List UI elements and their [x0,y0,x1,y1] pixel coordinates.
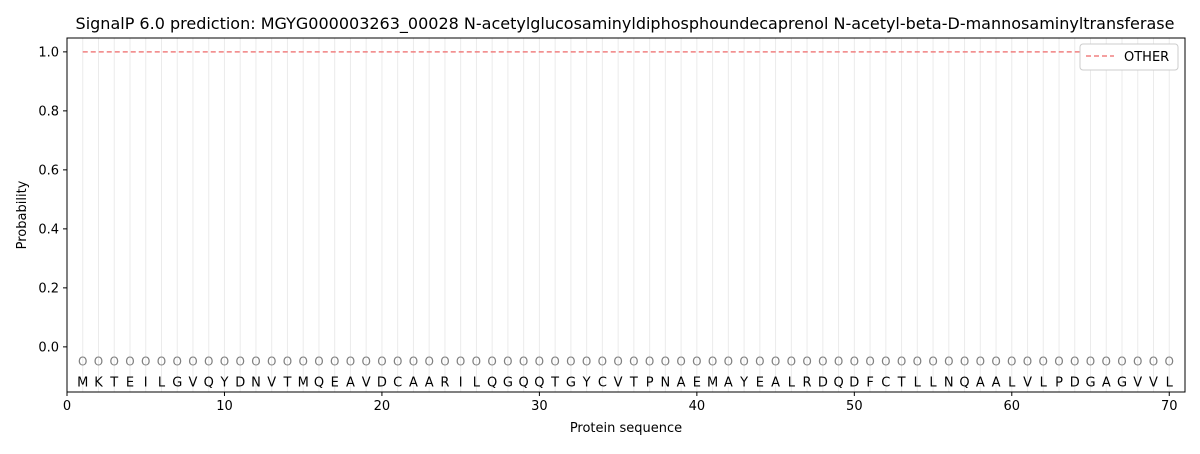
region-label: O [204,355,213,369]
region-label: O [850,355,859,369]
chart-title: SignalP 6.0 prediction: MGYG000003263_00… [76,14,1175,34]
x-tick-label: 0 [63,399,71,414]
region-label: O [708,355,717,369]
region-label: O [661,355,670,369]
region-label: O [361,355,370,369]
region-label: O [944,355,953,369]
region-label: O [267,355,276,369]
region-label: O [976,355,985,369]
region-label: O [188,355,197,369]
region-label: O [802,355,811,369]
region-label: O [913,355,922,369]
region-label: O [771,355,780,369]
region-label: O [550,355,559,369]
region-label: O [755,355,764,369]
plot-frame [66,37,1186,393]
y-tick-label: 0.6 [38,163,59,178]
x-tick-label: 60 [1004,399,1021,414]
region-label: O [629,355,638,369]
y-tick-label: 0.8 [38,104,59,119]
region-label: O [440,355,449,369]
x-tick-label: 70 [1161,399,1178,414]
region-label: O [424,355,433,369]
region-label: O [897,355,906,369]
region-label: O [739,355,748,369]
region-label: O [535,355,544,369]
region-label: O [613,355,622,369]
region-label: O [692,355,701,369]
region-label: O [787,355,796,369]
x-tick-label: 30 [531,399,548,414]
region-label: O [157,355,166,369]
region-label: O [141,355,150,369]
region-label: O [377,355,386,369]
region-label: O [519,355,528,369]
region-label: O [598,355,607,369]
region-label: O [834,355,843,369]
region-label: O [283,355,292,369]
legend: OTHER [1079,43,1179,71]
region-label: O [503,355,512,369]
region-label: O [235,355,244,369]
x-tick-label: 20 [374,399,391,414]
y-tick-label: 1.0 [38,45,59,60]
y-tick-label: 0.4 [38,222,59,237]
region-label: O [409,355,418,369]
region-label: O [928,355,937,369]
region-label: O [960,355,969,369]
region-label: O [1117,355,1126,369]
region-label: O [1086,355,1095,369]
residue-sequence: MKTEILGVQYDNVTMQEAVDCAARILQGQQTGYCVTPNAE… [77,375,1173,390]
region-label: O [1023,355,1032,369]
region-label: O [94,355,103,369]
region-label: O [881,355,890,369]
region-label: O [393,355,402,369]
region-label: O [1054,355,1063,369]
region-label: O [1070,355,1079,369]
region-label: O [346,355,355,369]
region-label: O [818,355,827,369]
region-label: O [456,355,465,369]
region-label: O [582,355,591,369]
y-axis-label: Probability [15,180,30,249]
region-label: O [566,355,575,369]
y-tick-label: 0.2 [38,281,59,296]
region-label: O [251,355,260,369]
region-label: O [330,355,339,369]
region-label: O [1133,355,1142,369]
x-tick-label: 40 [689,399,706,414]
region-label: O [991,355,1000,369]
region-label: O [298,355,307,369]
region-label: O [314,355,323,369]
region-label: O [1039,355,1048,369]
y-tick-label: 0.0 [38,340,59,355]
region-label: O [645,355,654,369]
region-label: O [78,355,87,369]
region-label: O [220,355,229,369]
region-label: O [172,355,181,369]
x-tick-label: 50 [846,399,863,414]
region-label: O [1007,355,1016,369]
region-label: O [1149,355,1158,369]
region-label: O [1102,355,1111,369]
region-label: O [487,355,496,369]
legend-label-other: OTHER [1124,50,1169,65]
region-label: O [472,355,481,369]
region-label: O [125,355,134,369]
region-label: O [865,355,874,369]
region-label: O [724,355,733,369]
region-label: O [110,355,119,369]
region-label: O [1165,355,1174,369]
x-axis-label: Protein sequence [570,421,682,436]
x-tick-label: 10 [216,399,233,414]
region-label: O [676,355,685,369]
